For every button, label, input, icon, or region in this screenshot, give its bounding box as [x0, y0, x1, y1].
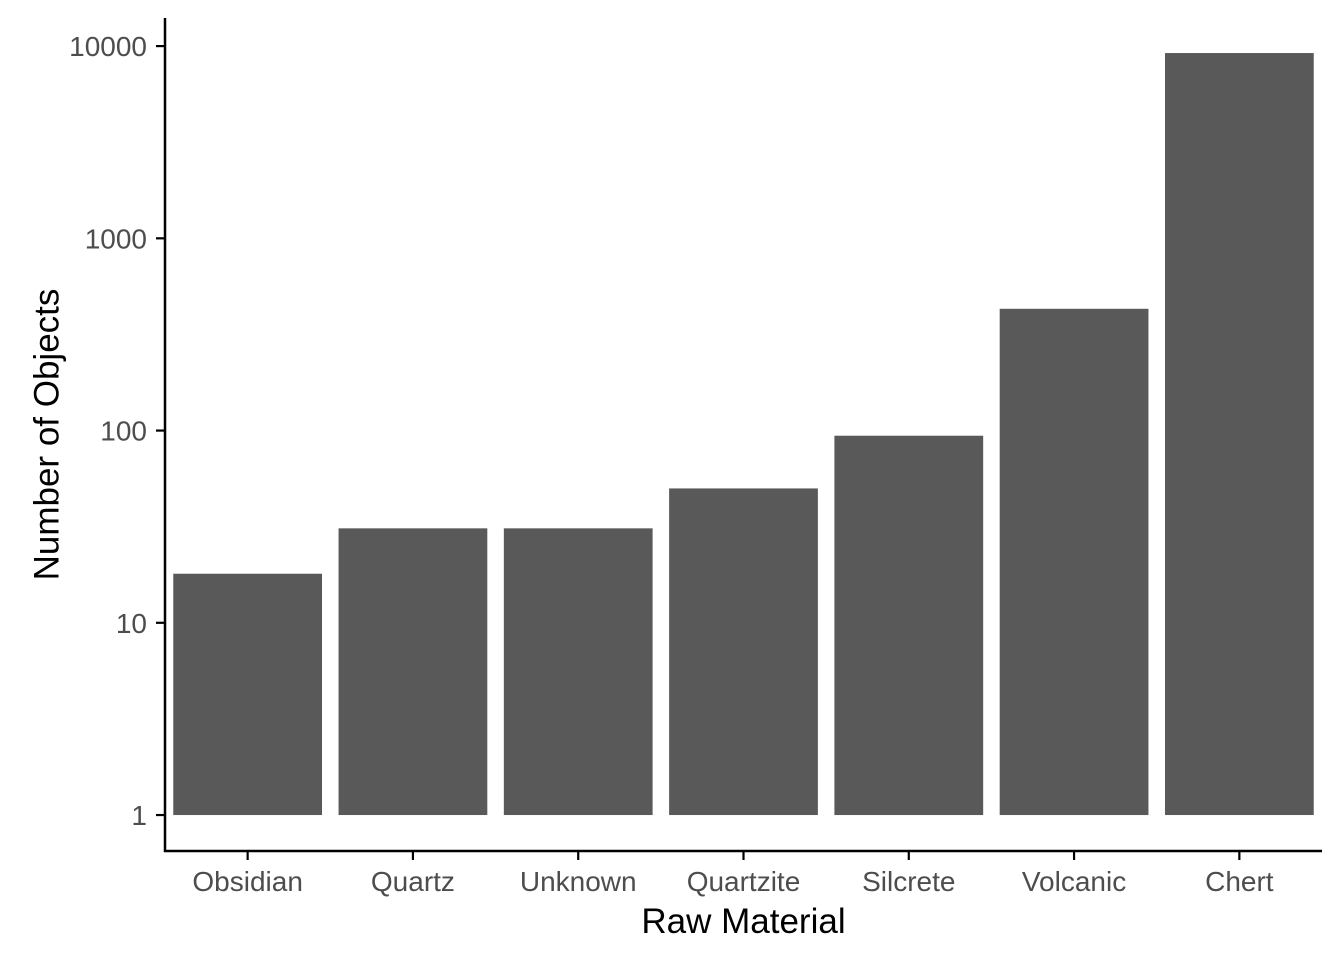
- x-tick-label: Quartz: [371, 866, 455, 897]
- y-tick-label: 1: [131, 800, 147, 831]
- x-ticks: Obsidian Quartz Unknown Quartzite Silcrete Vo…: [192, 851, 1274, 897]
- x-tick-label: Volcanic: [1022, 866, 1126, 897]
- y-tick-label: 100: [100, 416, 147, 447]
- x-tick-label: Unknown: [520, 866, 637, 897]
- x-axis-title: Raw Material: [641, 902, 845, 941]
- y-tick-label: 10000: [69, 31, 147, 62]
- y-tick-label: 10: [116, 608, 147, 639]
- y-ticks: 1 10 100 1000 10000: [69, 31, 165, 831]
- x-axis: Obsidian Quartz Unknown Quartzite Silcrete Vo…: [164, 849, 1322, 897]
- bar-quartz: [338, 528, 488, 816]
- bar-volcanic: [999, 308, 1149, 816]
- bar-chert: [1164, 53, 1314, 816]
- y-axis-title: Number of Objects: [27, 289, 66, 581]
- x-tick-label: Chert: [1205, 866, 1274, 897]
- x-tick-label: Quartzite: [687, 866, 801, 897]
- y-tick-label: 1000: [85, 223, 147, 254]
- bar-quartzite: [669, 488, 818, 816]
- x-tick-label: Obsidian: [192, 866, 303, 897]
- bars-group: [173, 53, 1314, 816]
- y-axis: 1 10 100 1000 10000: [69, 18, 167, 852]
- bar-obsidian: [173, 573, 323, 816]
- x-tick-label: Silcrete: [862, 866, 955, 897]
- bar-unknown: [503, 528, 653, 816]
- bar-silcrete: [834, 435, 984, 816]
